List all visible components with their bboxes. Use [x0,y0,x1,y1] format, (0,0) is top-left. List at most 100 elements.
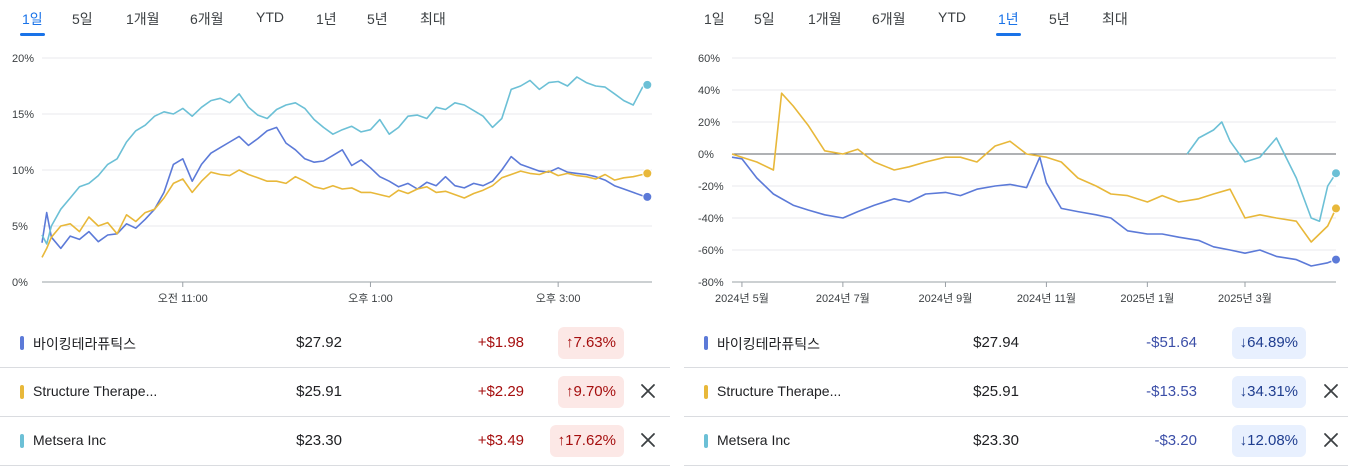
x-tick-label: 2024년 7월 [816,292,870,305]
series-end-dot [1331,254,1341,265]
close-icon[interactable] [638,381,658,401]
tab-range[interactable]: 6개월 [872,11,906,27]
x-tick-label: 2024년 9월 [919,292,973,305]
tab-range[interactable]: 1년 [316,11,337,27]
tab-range[interactable]: YTD [256,9,284,25]
series-swatch [704,336,708,350]
arrow-down-icon: ↓ [1239,432,1248,449]
close-icon[interactable] [1321,381,1341,401]
y-tick-label: -40% [698,213,724,225]
series-line [1186,121,1337,222]
series-swatch [20,434,24,448]
percent-value: 12.08% [1247,432,1298,449]
y-tick-label: 15% [12,109,34,121]
stock-name[interactable]: Metsera Inc [33,432,107,448]
y-tick-label: 0% [12,277,28,289]
series-line [41,126,648,250]
tab-range[interactable]: 1년 [996,9,1021,36]
tab-range[interactable]: 1일 [20,9,45,36]
series-swatch [704,434,708,448]
y-tick-label: -60% [698,245,724,257]
comparison-row[interactable]: Structure Therape... $25.91 +$2.29 ↑9.70% [0,367,670,417]
x-tick-label: 오후 3:00 [536,292,581,305]
stock-name[interactable]: Metsera Inc [717,432,791,448]
percent-change-badge: ↑17.62% [549,425,624,457]
tab-range[interactable]: 5년 [1049,11,1070,27]
percent-change-badge: ↓12.08% [1231,425,1306,457]
series-line [41,169,648,258]
y-tick-label: -80% [698,277,724,289]
price-change: -$3.20 [1154,432,1197,449]
stock-price: $23.30 [296,432,342,449]
x-tick-label: 2025년 3월 [1218,292,1272,305]
x-tick-label: 2024년 11월 [1017,292,1076,305]
arrow-up-icon: ↑ [557,432,566,449]
x-tick-label: 오후 1:00 [348,292,393,305]
series-line [41,76,648,245]
arrow-down-icon: ↓ [1239,383,1248,400]
y-tick-label: 40% [698,85,720,97]
percent-value: 17.62% [565,432,616,449]
x-tick-label: 오전 11:00 [158,292,208,305]
tab-range[interactable]: 6개월 [190,11,224,27]
y-tick-label: 20% [12,53,34,65]
percent-change-badge: ↓34.31% [1231,376,1306,408]
price-change: -$51.64 [1146,334,1197,351]
series-swatch [20,336,24,350]
stock-name[interactable]: Structure Therape... [717,383,842,399]
tab-range[interactable]: 최대 [1102,11,1128,27]
tab-range[interactable]: 1일 [704,11,725,27]
close-icon[interactable] [1321,430,1341,450]
arrow-down-icon: ↓ [1239,334,1248,351]
stock-price: $27.92 [296,334,342,351]
tab-range[interactable]: 1개월 [126,11,160,27]
arrow-up-icon: ↑ [565,383,574,400]
arrow-up-icon: ↑ [565,334,574,351]
stock-price: $23.30 [973,432,1019,449]
right-panel: 1일 5일 1개월 6개월 YTD 1년 5년 최대 -80% -60% -40% -20% 0% 20… [684,0,1348,469]
tab-range[interactable]: 최대 [420,11,446,27]
y-tick-label: 60% [698,53,720,65]
tab-range[interactable]: 5년 [367,11,388,27]
price-change: +$2.29 [477,383,524,400]
stock-name[interactable]: 바이킹테라퓨틱스 [717,336,821,352]
stock-price: $25.91 [296,383,342,400]
percent-value: 9.70% [573,383,616,400]
tab-range[interactable]: 1개월 [808,11,842,27]
percent-change-badge: ↓64.89% [1231,327,1306,359]
comparison-row[interactable]: Structure Therape... $25.91 -$13.53 ↓34.31% [684,367,1348,417]
series-end-dot [642,191,653,202]
y-tick-label: 5% [12,221,28,233]
comparison-row[interactable]: Metsera Inc $23.30 +$3.49 ↑17.62% [0,416,670,466]
series-end-dot [642,79,653,90]
y-tick-label: 0% [698,149,714,161]
stock-name[interactable]: Structure Therape... [33,383,158,399]
tab-range[interactable]: 5일 [72,11,93,27]
stock-price: $25.91 [973,383,1019,400]
price-chart-1y: -80% -60% -40% -20% 0% 20% 40% 60% 2024년 5월 2024년… [698,53,1341,305]
price-change: +$3.49 [477,432,524,449]
series-line [731,92,1337,243]
price-chart-1d: 0% 5% 10% 15% 20% 오전 11:00 오후 1:00 오후 3:00 [12,53,653,305]
percent-value: 64.89% [1247,334,1298,351]
price-change: -$13.53 [1146,383,1197,400]
series-end-dot [1331,168,1341,179]
x-tick-label: 2024년 5월 [715,292,769,305]
series-end-dot [1331,203,1341,214]
series-swatch [704,385,708,399]
y-tick-label: 20% [698,117,720,129]
series-end-dot [642,168,653,179]
left-panel: 1일 5일 1개월 6개월 YTD 1년 5년 최대 0% 5% 10% 15% 20% 오전 11:0… [0,0,672,469]
close-icon[interactable] [638,430,658,450]
tab-range[interactable]: 5일 [754,11,775,27]
price-change: +$1.98 [477,334,524,351]
tab-range[interactable]: YTD [938,9,966,25]
percent-change-badge: ↑9.70% [557,376,624,408]
comparison-row[interactable]: 바이킹테라퓨틱스 $27.94 -$51.64 ↓64.89% [684,318,1348,368]
y-tick-label: 10% [12,165,34,177]
comparison-row[interactable]: Metsera Inc $23.30 -$3.20 ↓12.08% [684,416,1348,466]
stock-name[interactable]: 바이킹테라퓨틱스 [33,336,137,352]
comparison-row[interactable]: 바이킹테라퓨틱스 $27.92 +$1.98 ↑7.63% [0,318,670,368]
y-tick-label: -20% [698,181,724,193]
percent-value: 7.63% [573,334,616,351]
